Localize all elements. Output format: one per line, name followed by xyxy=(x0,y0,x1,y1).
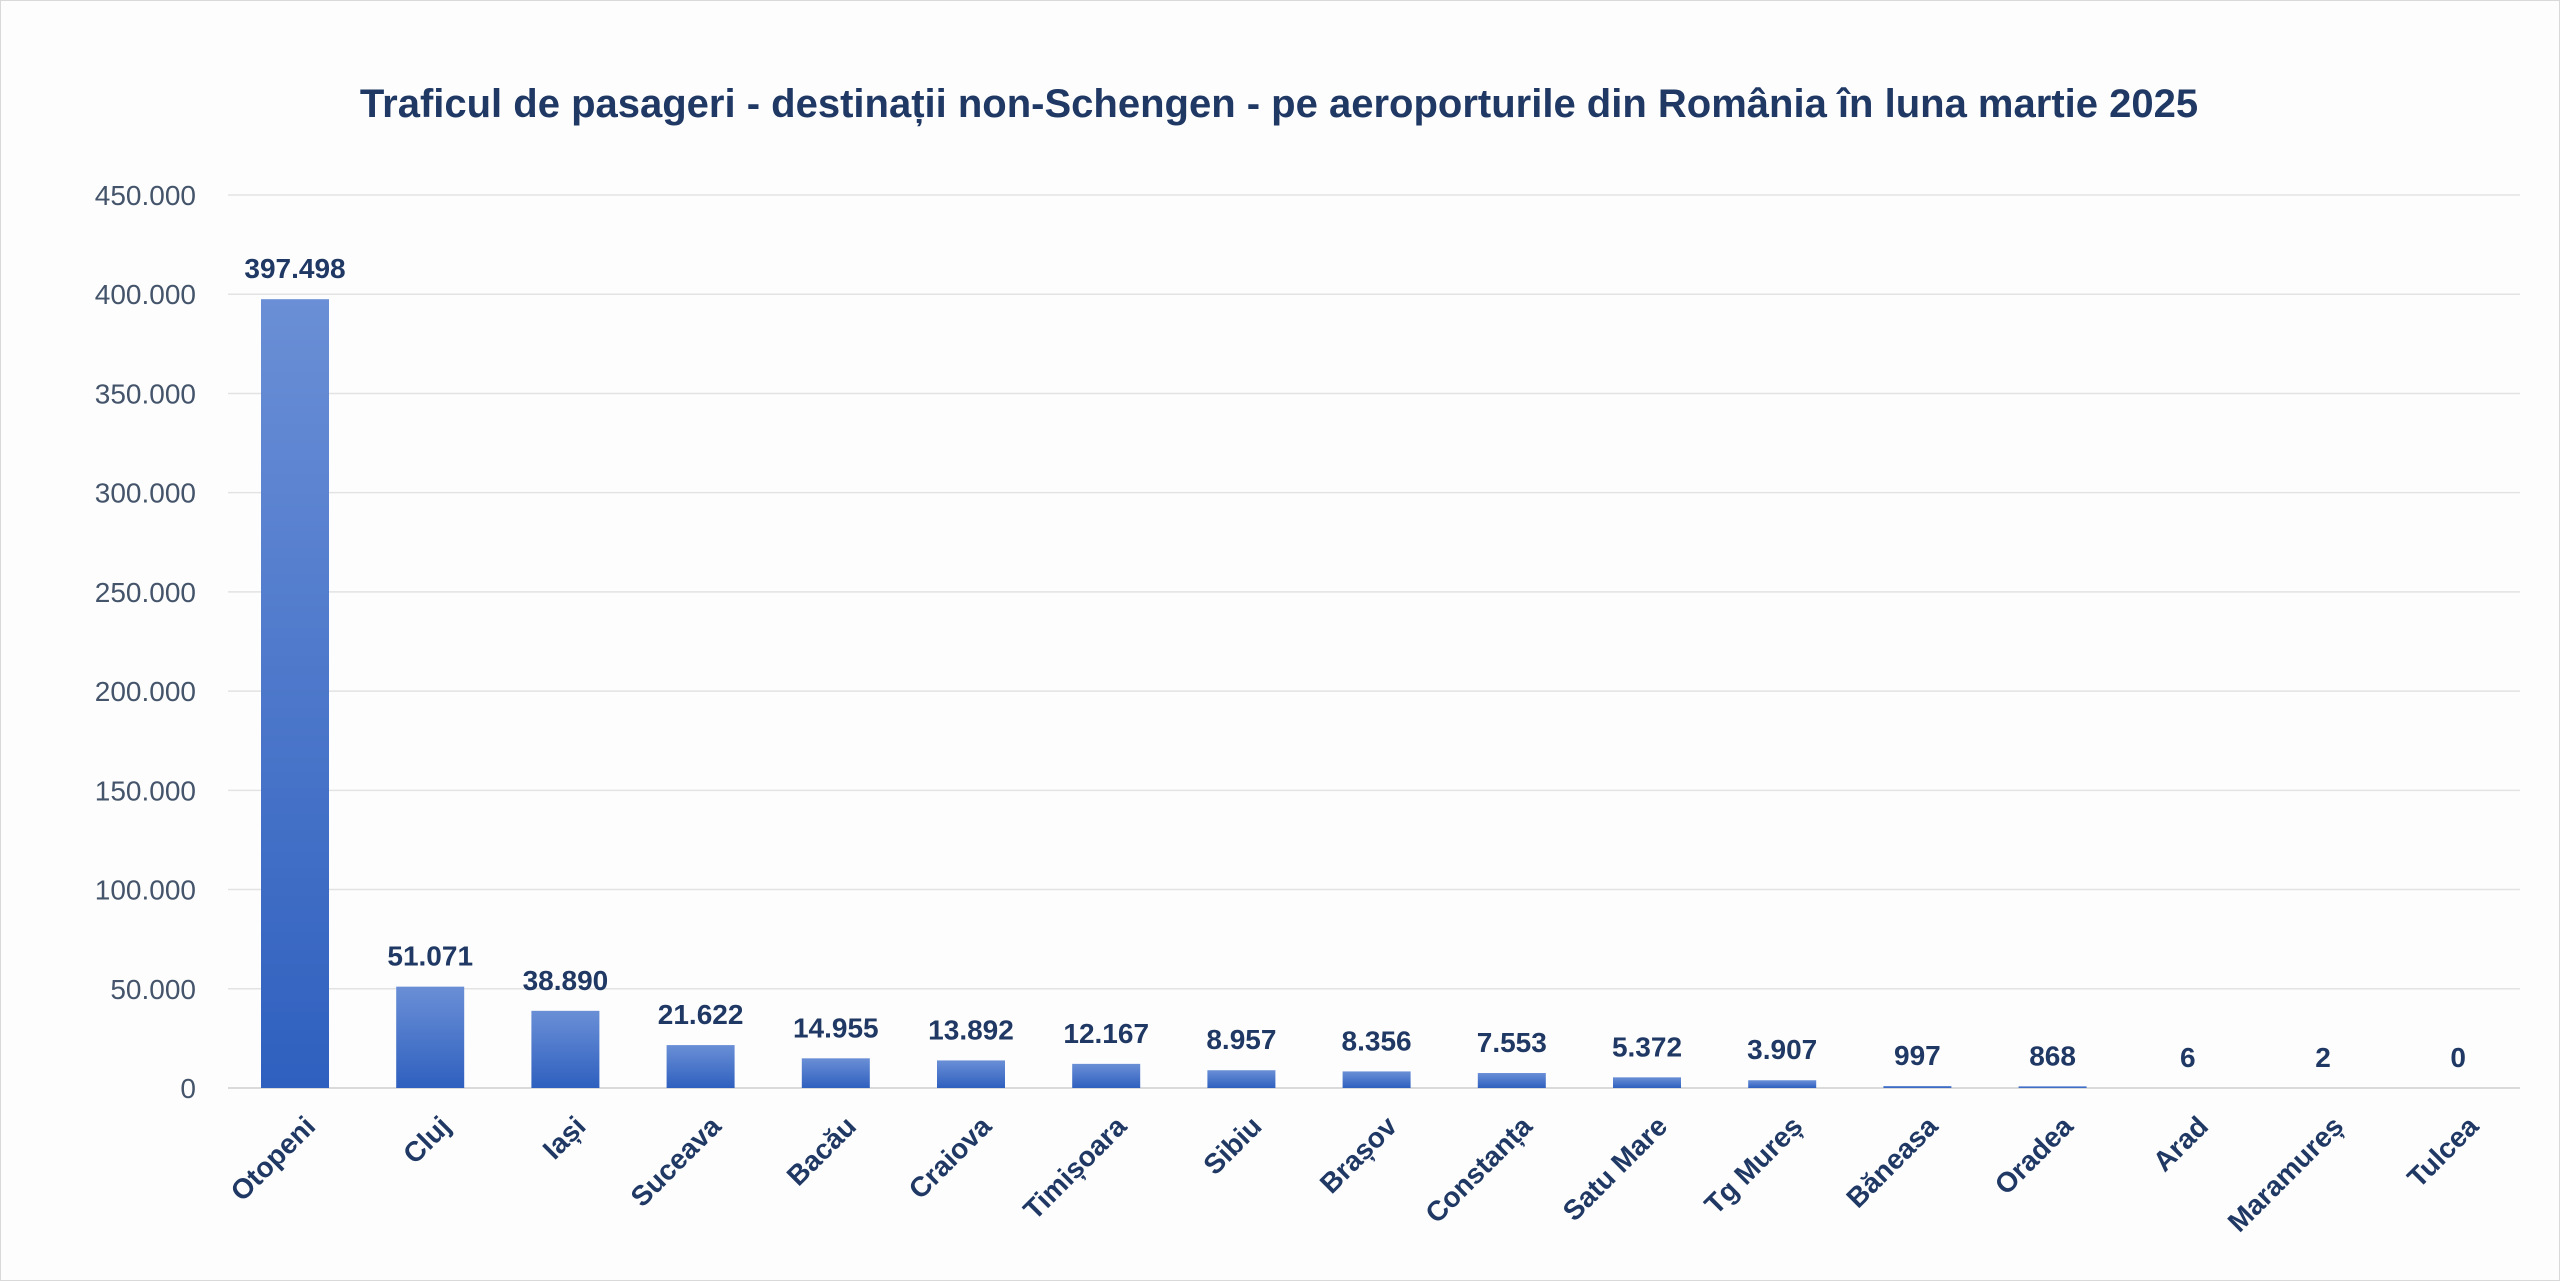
y-tick-label: 400.000 xyxy=(95,279,196,310)
y-tick-label: 350.000 xyxy=(95,378,196,409)
y-tick-label: 450.000 xyxy=(95,180,196,211)
data-label: 997 xyxy=(1894,1040,1941,1071)
data-label: 13.892 xyxy=(928,1014,1014,1045)
x-tick-label: Timișoara xyxy=(1017,1110,1132,1225)
bar xyxy=(1207,1070,1276,1088)
gridlines xyxy=(228,194,2520,1089)
data-label: 12.167 xyxy=(1063,1018,1149,1049)
x-tick-label: Suceava xyxy=(625,1110,728,1213)
x-tick-label: Tulcea xyxy=(2401,1110,2484,1193)
x-tick-label: Craiova xyxy=(903,1110,998,1205)
x-tick-label: Maramureș xyxy=(2222,1110,2350,1238)
x-tick-label: Otopeni xyxy=(225,1110,322,1207)
bar xyxy=(396,986,465,1088)
bars xyxy=(261,299,2357,1088)
x-tick-label: Cluj xyxy=(397,1110,456,1169)
data-label: 8.356 xyxy=(1342,1025,1412,1056)
data-label: 2 xyxy=(2315,1042,2331,1073)
bar xyxy=(1613,1077,1681,1088)
y-tick-label: 100.000 xyxy=(95,875,196,906)
bar xyxy=(531,1010,600,1088)
y-tick-label: 0 xyxy=(180,1073,196,1104)
y-tick-label: 150.000 xyxy=(95,775,196,806)
bar xyxy=(2018,1086,2087,1088)
bar xyxy=(1072,1063,1141,1088)
bar xyxy=(261,299,329,1088)
data-label: 397.498 xyxy=(244,253,345,284)
x-tick-label: Satu Mare xyxy=(1557,1110,1674,1227)
x-tick-label: Iași xyxy=(537,1110,592,1165)
data-label: 7.553 xyxy=(1477,1027,1547,1058)
chart-title: Traficul de pasageri - destinații non-Sc… xyxy=(359,82,2199,126)
bar xyxy=(801,1058,870,1088)
data-label: 21.622 xyxy=(658,999,744,1030)
data-label: 8.957 xyxy=(1206,1024,1276,1055)
data-label: 3.907 xyxy=(1747,1034,1817,1065)
bar xyxy=(1883,1086,1952,1088)
data-label: 51.071 xyxy=(387,941,473,972)
bar xyxy=(937,1060,1005,1088)
y-tick-label: 50.000 xyxy=(110,974,196,1005)
bar xyxy=(1477,1073,1546,1088)
y-tick-label: 300.000 xyxy=(95,478,196,509)
x-axis: Otopeni Cluj Iași Suceava Bacău Craiova Timișo… xyxy=(225,1110,2485,1238)
x-tick-label: Băneasa xyxy=(1840,1110,1944,1214)
data-label: 5.372 xyxy=(1612,1031,1682,1062)
x-tick-label: Bacău xyxy=(781,1110,862,1191)
data-label: 0 xyxy=(2450,1042,2466,1073)
y-axis: 0 50.000 100.000 150.000 200.000 250.000 300.0… xyxy=(95,180,196,1104)
bar xyxy=(1748,1080,1817,1088)
data-label: 14.955 xyxy=(793,1012,879,1043)
data-label: 868 xyxy=(2029,1040,2076,1071)
x-tick-label: Sibiu xyxy=(1197,1110,1267,1180)
x-tick-label: Oradea xyxy=(1989,1110,2079,1200)
y-tick-label: 250.000 xyxy=(95,577,196,608)
data-labels: 397.498 51.071 38.890 21.622 14.955 13.892 12.… xyxy=(244,253,2466,1073)
x-tick-label: Arad xyxy=(2147,1110,2214,1177)
x-tick-label: Brașov xyxy=(1314,1110,1403,1199)
data-label: 6 xyxy=(2180,1042,2196,1073)
bar xyxy=(1342,1071,1411,1088)
x-tick-label: Constanța xyxy=(1419,1110,1538,1229)
y-tick-label: 200.000 xyxy=(95,676,196,707)
bar xyxy=(666,1045,735,1088)
data-label: 38.890 xyxy=(523,965,609,996)
x-tick-label: Tg Mureș xyxy=(1699,1110,1809,1220)
